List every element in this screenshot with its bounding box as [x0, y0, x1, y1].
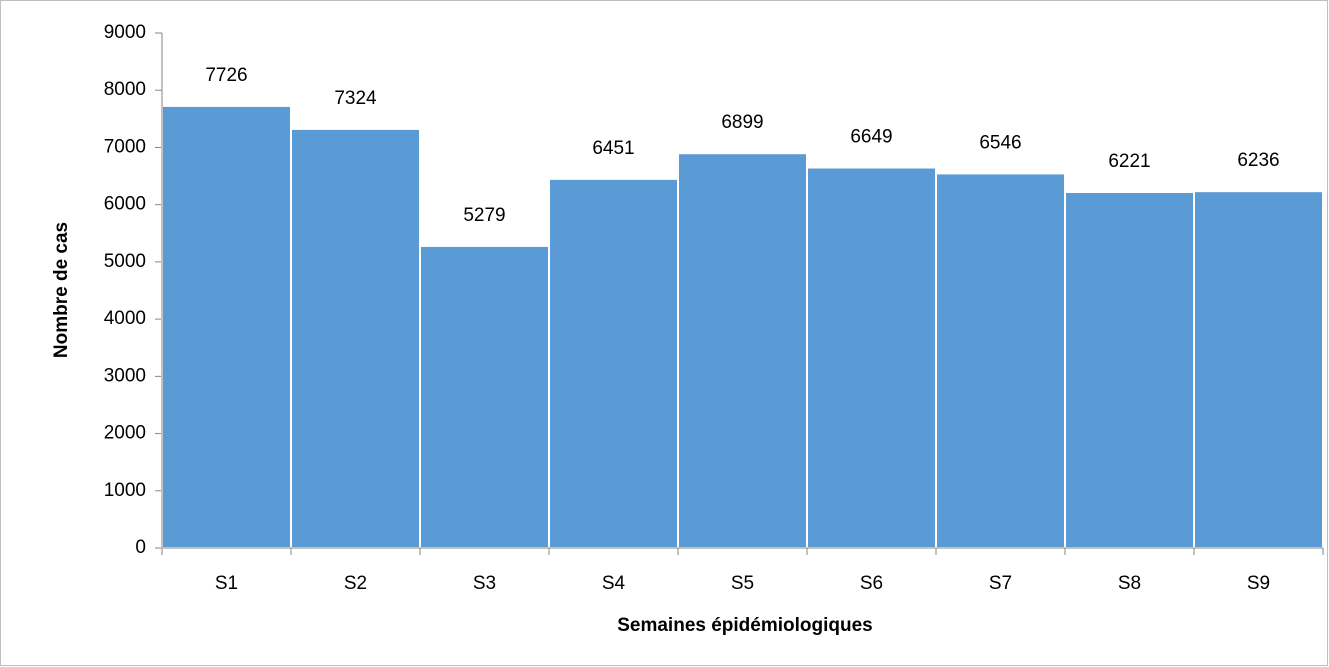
y-tick-label: 7000 [104, 136, 146, 157]
data-label: 6899 [721, 112, 763, 133]
bar [419, 244, 550, 549]
x-axis-title: Semaines épidémiologiques [617, 615, 873, 636]
x-tick-label: S9 [1247, 573, 1270, 594]
x-tick-label: S7 [989, 573, 1012, 594]
y-tick-label: 9000 [104, 22, 146, 43]
x-tick-label: S3 [473, 573, 496, 594]
x-tick-label: S8 [1118, 573, 1141, 594]
x-tick-label: S5 [731, 573, 754, 594]
data-label: 5279 [463, 205, 505, 226]
x-tick-label: S2 [344, 573, 367, 594]
y-axis-title: Nombre de cas [51, 222, 72, 358]
y-tick-label: 6000 [104, 194, 146, 215]
data-label: 6546 [979, 132, 1021, 153]
data-label: 7726 [205, 65, 247, 86]
data-label: 6221 [1108, 151, 1150, 172]
bar [935, 172, 1066, 549]
y-tick-label: 3000 [104, 365, 146, 386]
y-tick-label: 1000 [104, 480, 146, 501]
bar [1064, 191, 1195, 549]
x-tick-label: S6 [860, 573, 883, 594]
y-tick-label: 5000 [104, 251, 146, 272]
data-label: 6236 [1237, 150, 1279, 171]
y-tick-label: 8000 [104, 79, 146, 100]
y-tick-label: 0 [135, 537, 146, 558]
data-label: 7324 [334, 88, 377, 109]
bar [1193, 190, 1324, 549]
data-label: 6451 [592, 138, 634, 159]
x-tick-label: S1 [215, 573, 238, 594]
y-tick-label: 2000 [104, 423, 146, 444]
bar [161, 104, 292, 549]
y-tick-label: 4000 [104, 308, 146, 329]
data-label: 6649 [850, 127, 892, 148]
x-tick-label: S4 [602, 573, 626, 594]
bar [806, 166, 937, 549]
bar [677, 152, 808, 550]
bar [548, 177, 679, 550]
bar [290, 127, 421, 549]
